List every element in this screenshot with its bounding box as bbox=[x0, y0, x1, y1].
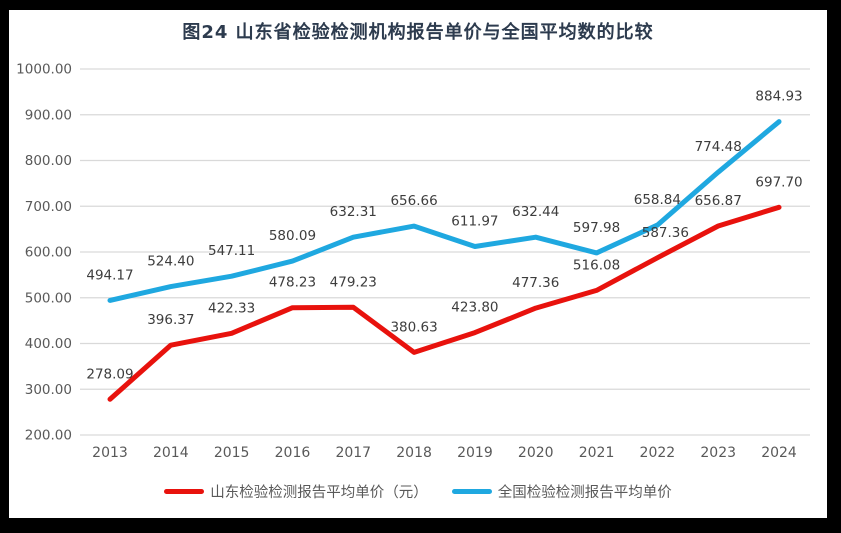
legend-label-shandong: 山东检验检测报告平均单价（元） bbox=[210, 485, 428, 501]
chart-panel: 图24 山东省检验检测机构报告单价与全国平均数的比较 200.00 300.00 4… bbox=[9, 10, 827, 518]
y-tick-label: 600.00 bbox=[25, 245, 72, 261]
x-tick-label: 2015 bbox=[214, 445, 250, 461]
y-tick-label: 700.00 bbox=[25, 199, 72, 215]
chart-legend: 山东检验检测报告平均单价（元） 全国检验检测报告平均单价 bbox=[9, 481, 827, 502]
x-tick-label: 2013 bbox=[92, 445, 128, 461]
data-label: 380.63 bbox=[390, 319, 437, 335]
data-label: 422.33 bbox=[208, 300, 255, 316]
data-label: 587.36 bbox=[642, 225, 689, 241]
x-tick-label: 2023 bbox=[700, 445, 736, 461]
data-label: 658.84 bbox=[634, 192, 681, 208]
data-label: 656.66 bbox=[390, 193, 437, 209]
x-tick-label: 2021 bbox=[579, 445, 615, 461]
data-label: 632.44 bbox=[512, 204, 559, 220]
data-label: 278.09 bbox=[86, 366, 133, 382]
y-tick-label: 900.00 bbox=[25, 107, 72, 123]
data-label: 611.97 bbox=[451, 214, 498, 230]
y-tick-label: 800.00 bbox=[25, 153, 72, 169]
x-tick-label: 2024 bbox=[761, 445, 797, 461]
x-tick-label: 2017 bbox=[335, 445, 371, 461]
data-label: 494.17 bbox=[86, 267, 133, 283]
legend-swatch-national bbox=[451, 489, 492, 494]
chart-title: 图24 山东省检验检测机构报告单价与全国平均数的比较 bbox=[182, 22, 654, 43]
legend-item-national: 全国检验检测报告平均单价 bbox=[451, 481, 672, 502]
legend-swatch-shandong bbox=[164, 489, 205, 494]
data-label: 597.98 bbox=[573, 220, 620, 236]
series-line-national bbox=[107, 119, 782, 303]
data-label: 697.70 bbox=[755, 174, 802, 190]
line-chart: 200.00 300.00 400.00 500.00 600.00 700.00 800.… bbox=[16, 62, 810, 461]
data-label: 477.36 bbox=[512, 275, 559, 291]
x-tick-label: 2016 bbox=[275, 445, 311, 461]
data-label: 884.93 bbox=[755, 89, 802, 105]
legend-label-national: 全国检验检测报告平均单价 bbox=[497, 485, 672, 501]
data-label: 656.87 bbox=[695, 193, 742, 209]
x-tick-label: 2014 bbox=[153, 445, 189, 461]
data-label: 547.11 bbox=[208, 243, 255, 259]
y-tick-label: 200.00 bbox=[25, 428, 72, 444]
data-label: 396.37 bbox=[147, 312, 194, 328]
y-tick-label: 500.00 bbox=[25, 290, 72, 306]
series-line-shandong bbox=[107, 204, 782, 402]
legend-item-shandong: 山东检验检测报告平均单价（元） bbox=[164, 481, 428, 502]
data-label: 524.40 bbox=[147, 254, 194, 270]
x-tick-label: 2018 bbox=[396, 445, 432, 461]
data-label: 580.09 bbox=[269, 228, 316, 244]
y-tick-label: 400.00 bbox=[25, 336, 72, 352]
data-label: 516.08 bbox=[573, 257, 620, 273]
x-tick-label: 2019 bbox=[457, 445, 493, 461]
data-label: 423.80 bbox=[451, 300, 498, 316]
x-tick-label: 2022 bbox=[640, 445, 676, 461]
data-label: 479.23 bbox=[330, 274, 377, 290]
data-label: 632.31 bbox=[330, 204, 377, 220]
y-tick-label: 1000.00 bbox=[16, 62, 72, 78]
x-tick-label: 2020 bbox=[518, 445, 554, 461]
data-label: 774.48 bbox=[695, 139, 742, 155]
data-label: 478.23 bbox=[269, 275, 316, 291]
y-tick-label: 300.00 bbox=[25, 382, 72, 398]
